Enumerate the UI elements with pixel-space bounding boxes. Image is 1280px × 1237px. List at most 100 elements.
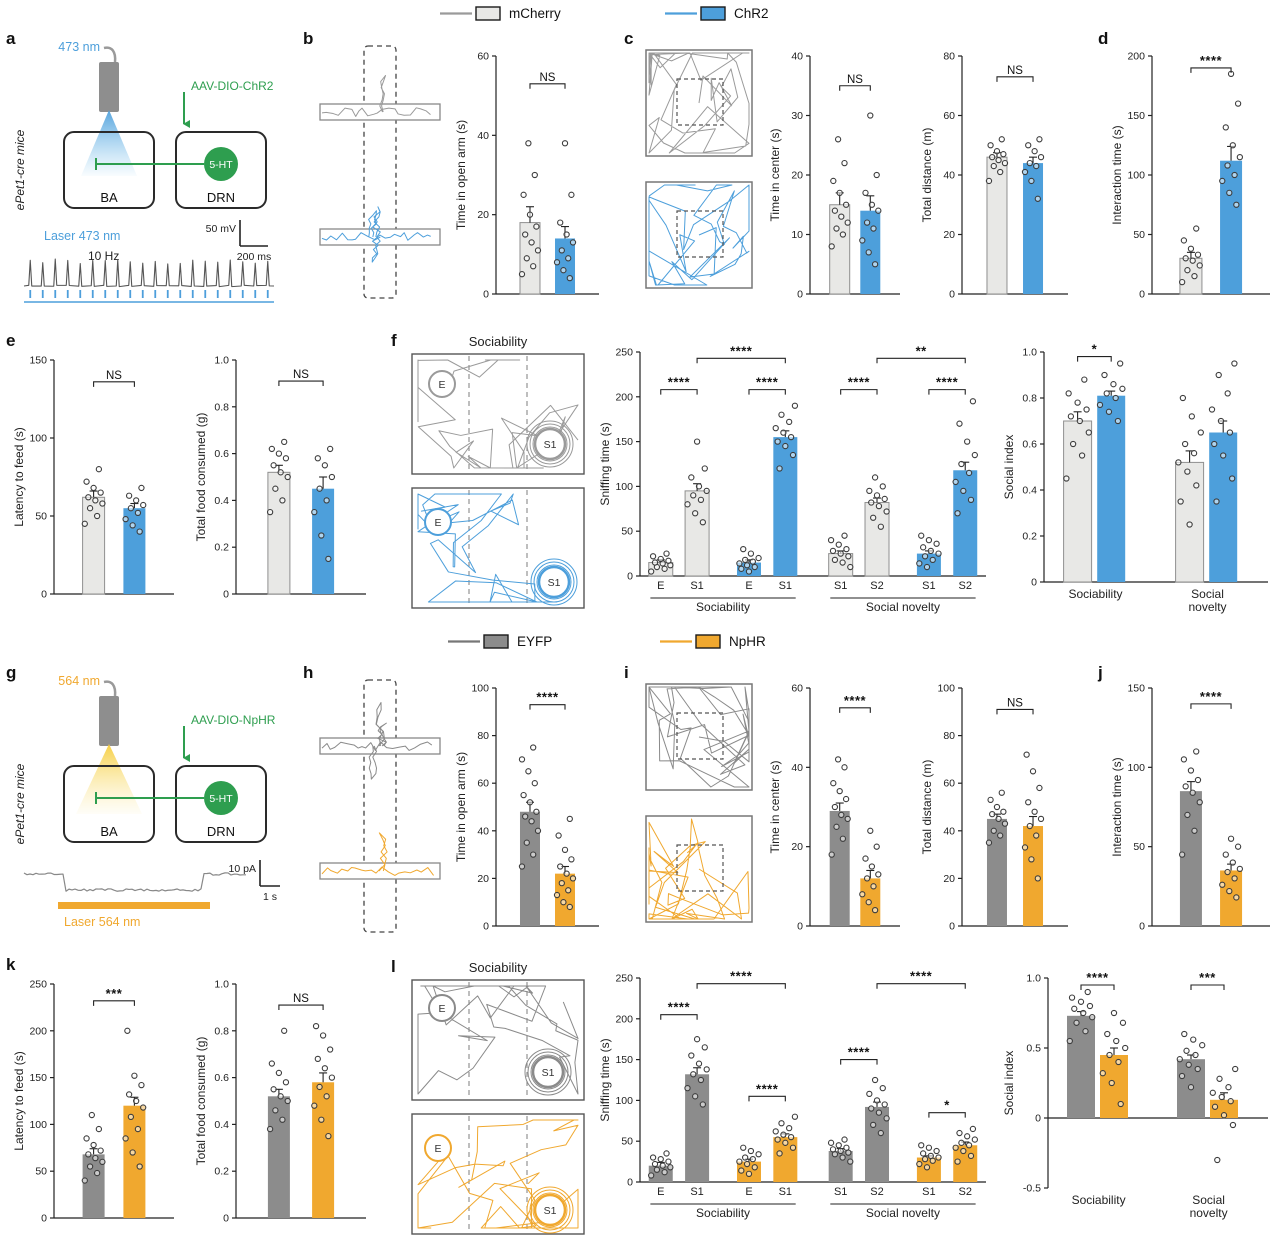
svg-text:Sniffing time (s): Sniffing time (s) — [598, 422, 612, 505]
svg-text:S2: S2 — [959, 1186, 972, 1198]
svg-text:50: 50 — [35, 1166, 47, 1178]
epm-track-nphr — [321, 832, 434, 876]
panel-letter-i: i — [624, 663, 629, 682]
svg-text:40: 40 — [477, 130, 489, 142]
light-cone-blue — [81, 110, 137, 176]
svg-text:40: 40 — [943, 170, 955, 182]
svg-text:60: 60 — [791, 683, 803, 695]
soc-track-eyfp — [417, 985, 579, 1096]
svg-text:NS: NS — [293, 369, 309, 381]
svg-text:0: 0 — [483, 289, 489, 301]
epm-closed-arm-mcherry — [319, 103, 441, 121]
svg-text:40: 40 — [791, 51, 803, 63]
chart-food-consumed-e: 0 0.2 0.4 0.6 0.8 1.0 Total food consumed (g) N… — [192, 344, 374, 608]
svg-text:200: 200 — [615, 391, 633, 403]
svg-text:100: 100 — [471, 683, 489, 695]
stranger1-circle — [537, 565, 571, 599]
svg-text:0: 0 — [223, 589, 229, 601]
open-arm-zone — [363, 45, 397, 299]
svg-text:0.6: 0.6 — [1022, 439, 1037, 451]
svg-text:NS: NS — [106, 370, 122, 382]
wavelength-label: 473 nm — [58, 40, 100, 54]
svg-text:novelty: novelty — [1190, 1206, 1228, 1220]
open-field-tracks-i — [645, 683, 753, 923]
panel-letter-h: h — [303, 663, 314, 682]
svg-text:**: ** — [916, 343, 928, 358]
chart-interaction-time-j: 0 50 100 150 Interaction time (s) **** — [1108, 672, 1278, 940]
empty-chamber-circle — [424, 1134, 452, 1162]
svg-text:****: **** — [1086, 970, 1109, 985]
empty-chamber-label: E — [438, 379, 445, 391]
svg-text:Sniffing time (s): Sniffing time (s) — [598, 1038, 612, 1121]
empty-chamber-circle — [428, 370, 456, 398]
svg-text:250: 250 — [615, 347, 633, 359]
svg-text:****: **** — [536, 690, 559, 705]
svg-text:40: 40 — [791, 762, 803, 774]
panel-letter-a: a — [6, 29, 16, 48]
svg-text:60: 60 — [943, 778, 955, 790]
serotonin-neuron — [204, 147, 238, 181]
empty-chamber-circle — [424, 508, 452, 536]
light-cone-yellow — [76, 744, 142, 814]
epm-track-chr2 — [321, 206, 431, 263]
svg-text:NS: NS — [540, 72, 556, 84]
svg-text:Sociability: Sociability — [696, 1206, 750, 1220]
chart-time-in-center-i: 0 20 40 60 Time in center (s) **** — [766, 672, 908, 940]
field-box-nphr — [645, 815, 753, 923]
svg-text:150: 150 — [1127, 683, 1145, 695]
svg-text:Total food consumed (g): Total food consumed (g) — [194, 1037, 208, 1166]
chart-food-consumed-k: 0 0.2 0.4 0.6 0.8 1.0 Total food consumed (g) N… — [192, 968, 374, 1232]
svg-text:20: 20 — [791, 841, 803, 853]
svg-text:20: 20 — [943, 229, 955, 241]
svg-text:0.2: 0.2 — [214, 1166, 229, 1178]
svg-text:E: E — [745, 580, 752, 592]
svg-text:100: 100 — [615, 481, 633, 493]
svg-text:60: 60 — [477, 51, 489, 63]
svg-text:Interaction time (s): Interaction time (s) — [1110, 757, 1124, 856]
soc-track-nphr — [417, 1119, 579, 1234]
soc-box-nphr — [411, 1113, 585, 1235]
virus-label: AAV-DIO-ChR2 — [191, 79, 274, 93]
chart-time-in-open-arm-h: 0 20 40 60 80 100 Time in open arm (s) **** — [452, 672, 607, 940]
ba-label: BA — [100, 824, 118, 839]
sociability-title-f: Sociability — [468, 334, 528, 349]
scale-time-label: 200 ms — [237, 251, 271, 263]
svg-text:NS: NS — [293, 993, 309, 1005]
svg-text:*: * — [1092, 342, 1098, 357]
svg-text:NS: NS — [1007, 65, 1023, 77]
svg-text:Total distance (m): Total distance (m) — [920, 760, 934, 855]
optic-fiber — [99, 696, 119, 746]
mouse-line-label: ePet1-cre mice — [13, 763, 27, 844]
laser-pulse-ticks — [29, 290, 269, 298]
svg-text:0: 0 — [223, 1213, 229, 1225]
svg-text:0.6: 0.6 — [214, 1072, 229, 1084]
svg-text:20: 20 — [943, 873, 955, 885]
svg-text:S1: S1 — [922, 580, 935, 592]
legend-mcherry-swatch — [440, 6, 501, 21]
ba-box — [63, 131, 155, 209]
svg-text:60: 60 — [477, 778, 489, 790]
panel-letter-b: b — [303, 29, 314, 48]
svg-text:0.8: 0.8 — [214, 401, 229, 413]
svg-text:S1: S1 — [690, 580, 703, 592]
svg-text:100: 100 — [937, 683, 955, 695]
svg-text:0: 0 — [627, 1177, 633, 1189]
svg-text:0: 0 — [797, 289, 803, 301]
svg-text:0: 0 — [627, 571, 633, 583]
svg-text:0: 0 — [41, 1213, 47, 1225]
chart-time-in-open-arm-b: 0 20 40 60 Time in open arm (s) NS — [452, 40, 607, 308]
stranger1-label: S1 — [544, 439, 557, 451]
svg-text:Latency to feed (s): Latency to feed (s) — [12, 1051, 26, 1150]
wavelength-label: 564 nm — [58, 674, 100, 688]
panel-letter-e: e — [6, 331, 16, 350]
soc-track-chr2 — [417, 493, 578, 606]
soc-box-chr2 — [411, 487, 585, 609]
legend-nphr-swatch — [660, 634, 721, 649]
field-box-eyfp — [645, 683, 753, 791]
svg-text:Social: Social — [1191, 587, 1224, 601]
svg-text:S1: S1 — [834, 1186, 847, 1198]
svg-text:0: 0 — [797, 921, 803, 933]
svg-text:80: 80 — [477, 730, 489, 742]
svg-text:****: **** — [668, 1000, 691, 1015]
panel-letter-d: d — [1098, 29, 1109, 48]
